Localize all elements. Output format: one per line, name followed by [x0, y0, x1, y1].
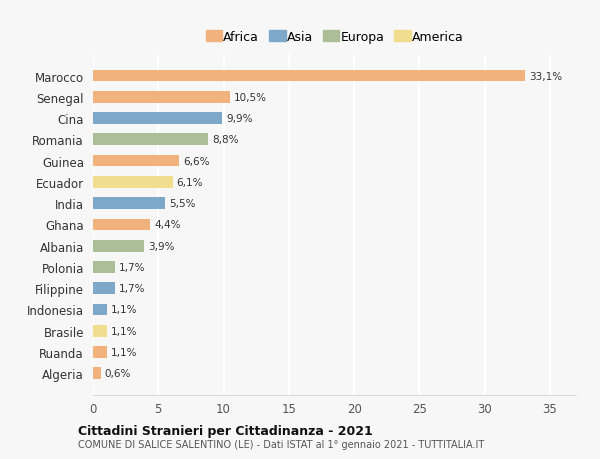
Text: 8,8%: 8,8% — [212, 135, 238, 145]
Bar — [93, 325, 107, 337]
Bar — [93, 304, 107, 316]
Text: 1,1%: 1,1% — [111, 347, 138, 357]
Text: 1,7%: 1,7% — [119, 263, 146, 272]
Text: 4,4%: 4,4% — [154, 220, 181, 230]
Bar — [93, 156, 179, 167]
Text: 5,5%: 5,5% — [169, 199, 195, 209]
Bar — [93, 219, 151, 231]
Text: 10,5%: 10,5% — [234, 93, 267, 102]
Text: 6,1%: 6,1% — [176, 178, 203, 187]
Bar — [93, 198, 165, 209]
Bar — [93, 177, 173, 188]
Bar — [93, 283, 115, 294]
Text: Cittadini Stranieri per Cittadinanza - 2021: Cittadini Stranieri per Cittadinanza - 2… — [78, 424, 373, 437]
Text: 9,9%: 9,9% — [226, 114, 253, 124]
Text: 33,1%: 33,1% — [529, 71, 562, 81]
Bar — [93, 368, 101, 379]
Bar — [93, 347, 107, 358]
Text: 1,1%: 1,1% — [111, 305, 138, 315]
Text: 0,6%: 0,6% — [105, 369, 131, 379]
Bar — [93, 92, 230, 103]
Bar — [93, 241, 144, 252]
Bar — [93, 262, 115, 273]
Bar — [93, 113, 222, 125]
Text: 6,6%: 6,6% — [183, 156, 209, 166]
Bar — [93, 134, 208, 146]
Text: 3,9%: 3,9% — [148, 241, 175, 251]
Bar — [93, 71, 525, 82]
Text: 1,1%: 1,1% — [111, 326, 138, 336]
Text: COMUNE DI SALICE SALENTINO (LE) - Dati ISTAT al 1° gennaio 2021 - TUTTITALIA.IT: COMUNE DI SALICE SALENTINO (LE) - Dati I… — [78, 440, 484, 449]
Text: 1,7%: 1,7% — [119, 284, 146, 294]
Legend: Africa, Asia, Europa, America: Africa, Asia, Europa, America — [202, 28, 467, 48]
